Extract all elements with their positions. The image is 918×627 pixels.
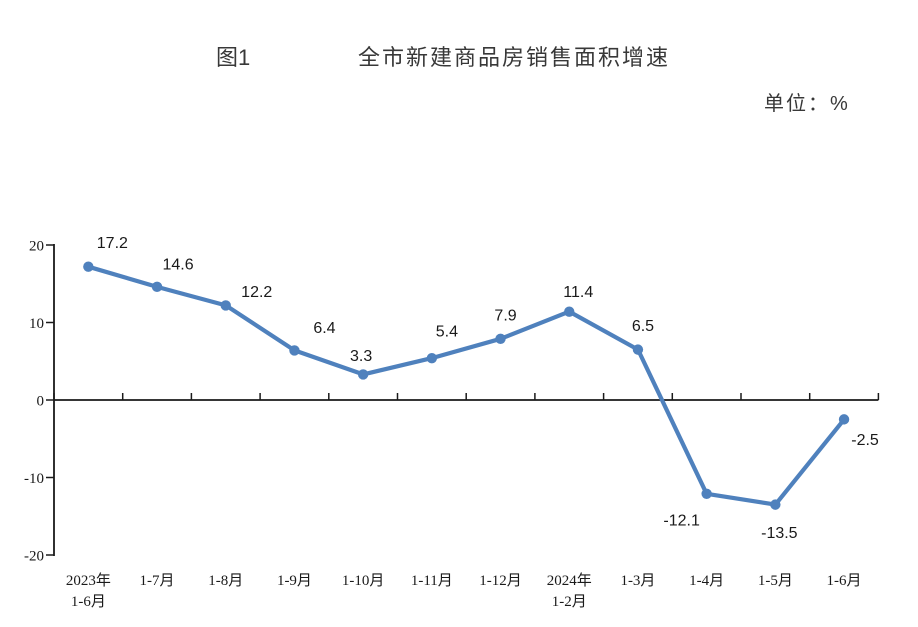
data-point-marker: [289, 345, 300, 356]
data-point-marker: [701, 488, 712, 499]
x-tick-label: 1-8月: [208, 573, 243, 589]
unit-label: 单位：%: [764, 93, 850, 115]
data-label: 3.3: [350, 348, 372, 365]
data-point-marker: [220, 300, 231, 311]
data-point-marker: [426, 352, 438, 364]
x-tick-label: 2024年: [547, 572, 592, 589]
x-tick-label: 1-2月: [552, 594, 587, 610]
data-label: -13.5: [761, 525, 798, 542]
y-tick-label: 10: [29, 316, 44, 332]
x-tick-labels: 2023年 1-6月 1-7月 1-8月 1-9月 1-10月 1-11月 1-12月 2024…: [66, 572, 862, 610]
x-tick-label: 1-10月: [342, 573, 385, 589]
chart-title: 全市新建商品房销售面积增速: [358, 45, 671, 70]
data-label: -2.5: [851, 432, 879, 449]
figure-label: 图1: [216, 45, 251, 70]
data-point-marker: [564, 306, 575, 317]
x-tick-label: 1-11月: [411, 573, 453, 589]
x-tick-label: 1-5月: [758, 573, 793, 589]
y-axis: 20 10 0 -10 -20: [24, 239, 55, 565]
data-label: 7.9: [494, 307, 516, 324]
x-tick-label: 2023年: [66, 572, 111, 589]
data-series: [83, 261, 850, 510]
data-label: 6.5: [632, 318, 654, 335]
data-labels: 17.2 14.6 12.2 6.4 3.3 5.4 7.9 11.4 6.5 -12.1 -13.…: [97, 235, 879, 542]
y-tick-label: -20: [24, 549, 44, 565]
x-tick-label: 1-12月: [479, 573, 522, 589]
y-tick-label: -10: [24, 471, 44, 487]
x-tick-label: 1-6月: [71, 594, 106, 610]
data-label: 5.4: [436, 324, 458, 341]
x-tick-label: 1-9月: [277, 573, 312, 589]
y-tick-label: 0: [37, 394, 45, 410]
x-tick-label: 1-7月: [140, 573, 175, 589]
data-point-marker: [495, 333, 506, 344]
series-line: [86, 264, 847, 507]
x-axis: [53, 393, 880, 401]
data-point-marker: [357, 369, 369, 380]
data-label: -12.1: [663, 512, 700, 529]
data-point-marker: [83, 261, 94, 272]
data-label: 17.2: [97, 235, 128, 252]
data-label: 11.4: [563, 284, 593, 301]
data-point-marker: [838, 414, 850, 425]
x-tick-label: 1-3月: [620, 573, 655, 589]
y-tick-label: 20: [29, 239, 44, 255]
data-label: 14.6: [162, 256, 193, 273]
data-point-marker: [770, 499, 781, 510]
x-tick-label: 1-6月: [827, 573, 862, 589]
data-label: 6.4: [313, 320, 335, 337]
x-tick-label: 1-4月: [689, 573, 724, 589]
data-point-marker: [151, 281, 163, 293]
data-label: 12.2: [241, 284, 272, 301]
data-point-marker: [632, 344, 644, 355]
